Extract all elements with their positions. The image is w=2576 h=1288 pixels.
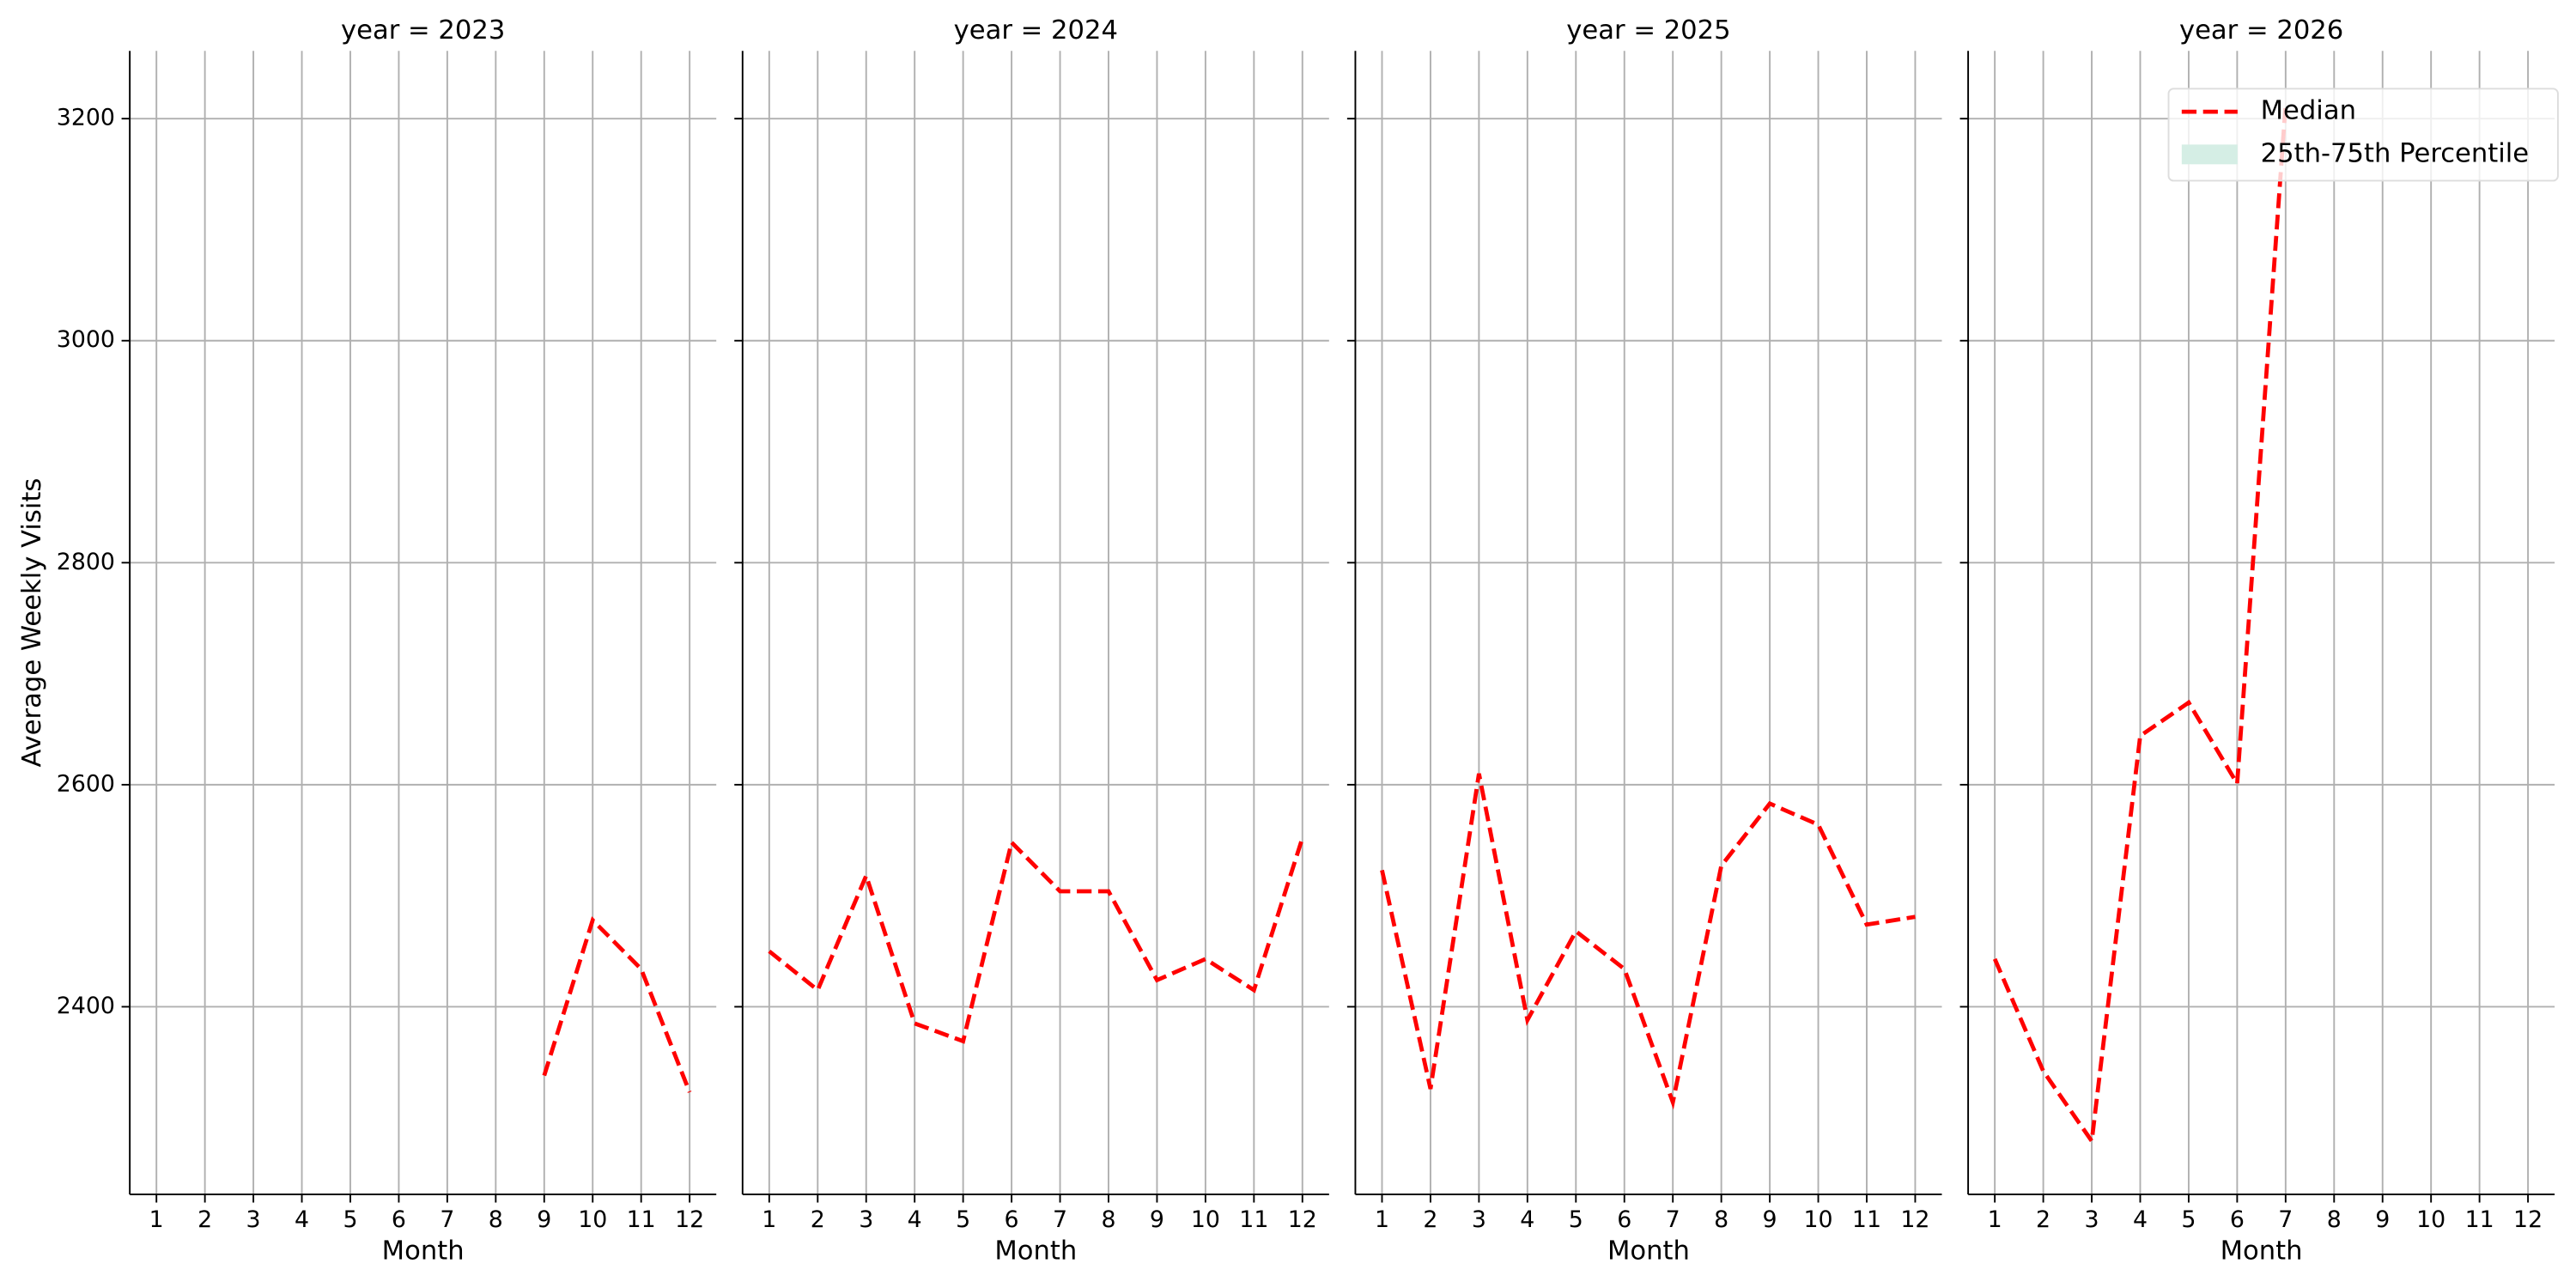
x-tick-label: 12: [1900, 1206, 1929, 1233]
median-line: [768, 837, 1305, 1044]
panel-title: year = 2025: [1566, 15, 1730, 46]
x-tick-label: 6: [1617, 1206, 1631, 1233]
x-tick-label: 9: [537, 1206, 551, 1233]
x-tick-label: 6: [2230, 1206, 2245, 1233]
x-tick-label: 1: [1375, 1206, 1389, 1233]
x-tick-label: 11: [2465, 1206, 2494, 1233]
x-axis-label: Month: [382, 1236, 465, 1266]
x-tick-label: 1: [762, 1206, 776, 1233]
x-axis-label: Month: [2221, 1236, 2303, 1266]
median-line: [542, 916, 692, 1093]
x-tick-label: 8: [2327, 1206, 2342, 1233]
x-tick-label: 4: [908, 1206, 922, 1233]
x-tick-label: 10: [2416, 1206, 2445, 1233]
x-tick-label: 10: [1191, 1206, 1220, 1233]
x-tick-label: 5: [343, 1206, 357, 1233]
y-tick-label: 2800: [57, 549, 115, 575]
x-tick-label: 5: [2181, 1206, 2196, 1233]
x-tick-label: 1: [149, 1206, 164, 1233]
legend-box: [2167, 88, 2559, 182]
legend-label: 25th-75th Percentile: [2261, 138, 2530, 168]
x-tick-label: 11: [1239, 1206, 1268, 1233]
x-tick-label: 11: [627, 1206, 656, 1233]
x-tick-label: 9: [2375, 1206, 2390, 1233]
legend-label: Median: [2261, 96, 2356, 126]
x-tick-label: 6: [1005, 1206, 1019, 1233]
x-tick-label: 7: [2278, 1206, 2293, 1233]
x-tick-label: 10: [1804, 1206, 1833, 1233]
y-tick-label: 2400: [57, 993, 115, 1019]
x-tick-label: 2: [2036, 1206, 2050, 1233]
panel-title: year = 2026: [2179, 15, 2343, 46]
x-tick-label: 8: [1101, 1206, 1115, 1233]
x-tick-label: 5: [956, 1206, 970, 1233]
y-axis-label: Average Weekly Visits: [17, 478, 47, 768]
x-tick-label: 6: [392, 1206, 406, 1233]
x-tick-label: 1: [1988, 1206, 2002, 1233]
x-tick-label: 2: [1423, 1206, 1437, 1233]
x-tick-label: 3: [1472, 1206, 1486, 1233]
y-tick-label: 2600: [57, 770, 115, 797]
x-tick-label: 2: [811, 1206, 825, 1233]
x-tick-label: 8: [489, 1206, 503, 1233]
panel-title: year = 2024: [954, 15, 1118, 46]
x-tick-label: 7: [440, 1206, 454, 1233]
x-tick-label: 12: [2513, 1206, 2543, 1233]
x-tick-label: 5: [1569, 1206, 1583, 1233]
x-tick-label: 8: [1714, 1206, 1728, 1233]
x-axis-label: Month: [994, 1236, 1077, 1266]
x-tick-label: 3: [2085, 1206, 2099, 1233]
x-tick-label: 7: [1053, 1206, 1067, 1233]
x-tick-label: 12: [675, 1206, 704, 1233]
x-tick-label: 4: [295, 1206, 309, 1233]
x-tick-label: 11: [1852, 1206, 1881, 1233]
x-tick-label: 9: [1150, 1206, 1164, 1233]
x-tick-label: 10: [578, 1206, 607, 1233]
legend-swatch: [2181, 144, 2238, 165]
x-tick-label: 3: [859, 1206, 873, 1233]
panel-title: year = 2023: [341, 15, 505, 46]
x-tick-label: 4: [2133, 1206, 2148, 1233]
y-tick-label: 3200: [57, 105, 115, 131]
x-tick-label: 4: [1520, 1206, 1534, 1233]
median-line: [1380, 773, 1916, 1110]
x-axis-label: Month: [1607, 1236, 1690, 1266]
y-tick-label: 3000: [57, 326, 115, 353]
x-tick-label: 2: [197, 1206, 212, 1233]
x-tick-label: 9: [1763, 1206, 1777, 1233]
x-tick-label: 12: [1288, 1206, 1317, 1233]
x-tick-label: 7: [1666, 1206, 1680, 1233]
x-tick-label: 3: [246, 1206, 261, 1233]
